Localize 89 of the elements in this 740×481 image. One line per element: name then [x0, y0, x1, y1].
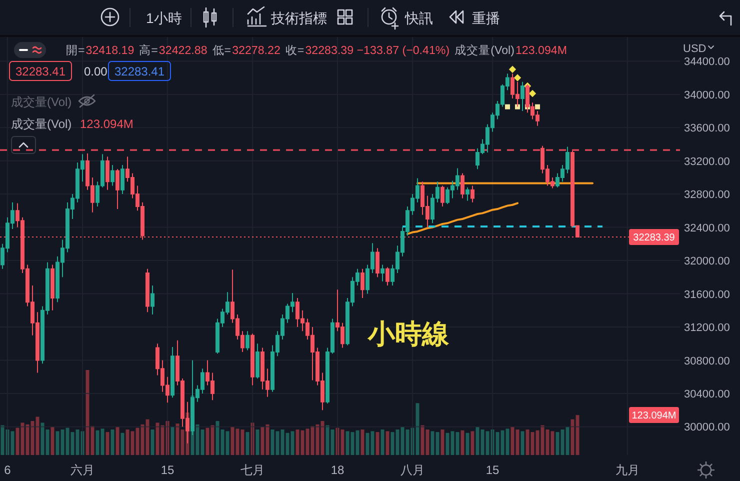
candlestick — [380, 264, 384, 282]
bar — [460, 430, 464, 455]
point — [514, 74, 522, 82]
text: USD — [683, 43, 706, 55]
bar — [360, 430, 364, 455]
bar — [116, 426, 120, 455]
x-tick-label: 15 — [486, 463, 500, 477]
y-tick-label: 31200.00 — [684, 322, 730, 334]
annotation: 123.094M — [632, 410, 676, 422]
annotation: 成交量(Vol) — [11, 95, 72, 109]
annotation: 32283.41 — [114, 64, 165, 78]
x-tick-label: 18 — [330, 463, 344, 477]
annotation: 0.00 — [84, 64, 108, 78]
y-tick-label: 33600.00 — [684, 122, 730, 135]
candlestick — [106, 156, 110, 190]
ref-line-label: 32283.39 — [633, 232, 676, 244]
annotation: 32278.22 — [232, 44, 280, 57]
bar — [110, 430, 114, 455]
candlestick — [246, 330, 250, 351]
text: 小時線 — [367, 319, 450, 349]
annotation: 123.094M — [80, 117, 134, 131]
y-tick-label: 32800.00 — [684, 189, 730, 202]
annotation: 32283.41 — [15, 64, 66, 78]
bar — [120, 432, 124, 455]
candlestick — [250, 333, 254, 386]
annotation: 低= — [212, 44, 232, 57]
point — [515, 104, 520, 110]
bar — [466, 432, 470, 455]
annotation: 成交量(Vol) — [11, 117, 72, 131]
bar — [150, 430, 154, 455]
bar — [106, 432, 110, 455]
bar — [470, 431, 474, 455]
annotation: 32418.19 — [86, 44, 134, 57]
text: 快訊 — [404, 10, 433, 26]
y-tick-label: 31600.00 — [684, 288, 730, 301]
y-tick-label: 33200.00 — [684, 156, 730, 168]
candlestick — [466, 186, 470, 202]
x-tick-label: 6 — [4, 463, 12, 477]
y-tick-label: 30400.00 — [684, 388, 730, 401]
candlestick — [256, 343, 260, 380]
annotation: 32283.39 −133.87 (−0.41%) — [305, 44, 450, 57]
x-tick-label: 七月 — [240, 463, 264, 477]
annotation: 開= — [66, 44, 85, 57]
candlestick — [470, 185, 474, 203]
candlestick — [360, 268, 364, 298]
y-tick-label: 34400.00 — [684, 56, 730, 68]
y-tick-label: 30000.00 — [684, 422, 730, 434]
candlestick — [520, 81, 524, 112]
x-tick-label: 八月 — [400, 463, 424, 477]
candlestick — [150, 284, 154, 316]
bar — [380, 430, 384, 455]
annotation: 高= — [139, 43, 158, 57]
x-tick-label: 六月 — [70, 463, 94, 477]
line-series — [406, 202, 518, 235]
bar — [246, 432, 250, 455]
candlestick — [440, 185, 444, 208]
text: 1小時 — [146, 10, 182, 26]
bar — [170, 426, 174, 455]
annotation: 32422.88 — [158, 44, 208, 57]
point — [508, 66, 516, 74]
x-tick-label: 九月 — [616, 463, 640, 477]
text: 重播 — [472, 10, 500, 26]
annotation: 123.094M — [515, 44, 568, 57]
bar — [376, 432, 380, 455]
candlestick — [116, 168, 120, 210]
annotation: 收= — [285, 44, 304, 57]
candlestick — [170, 346, 174, 398]
y-tick-label: 32000.00 — [684, 256, 730, 268]
y-tick-label: 30800.00 — [684, 355, 730, 368]
bar — [520, 431, 524, 455]
candlestick — [376, 248, 380, 278]
point — [505, 104, 510, 110]
candlestick — [146, 268, 150, 313]
candlestick — [460, 172, 464, 199]
annotation: 成交量(Vol) — [454, 43, 515, 57]
candlestick — [50, 264, 54, 311]
candlestick — [386, 266, 390, 286]
candlestick — [110, 164, 114, 186]
bar — [386, 431, 390, 455]
text: 技術指標 — [270, 10, 327, 26]
point — [535, 104, 540, 110]
candlestick — [120, 164, 124, 195]
y-tick-label: 32400.00 — [684, 222, 730, 234]
bar — [256, 430, 260, 455]
bar — [50, 426, 54, 455]
point — [528, 90, 536, 98]
bar — [440, 430, 444, 455]
y-tick-label: 34000.00 — [684, 89, 730, 102]
x-tick-label: 15 — [160, 463, 174, 477]
